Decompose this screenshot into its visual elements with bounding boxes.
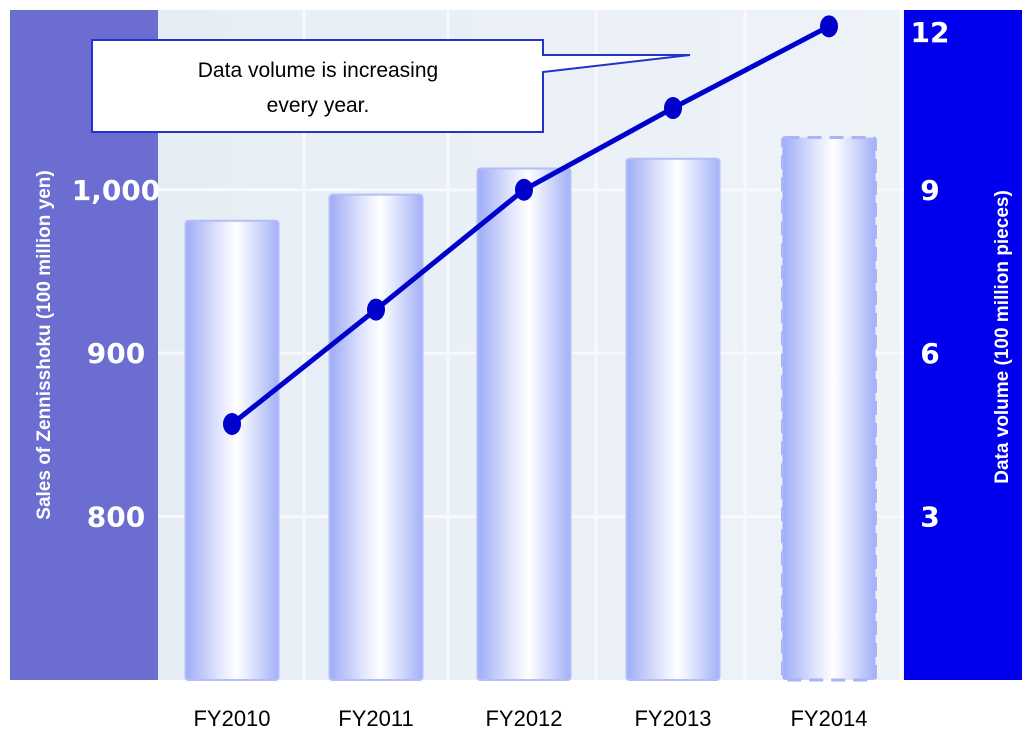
data-volume-point [515,178,533,201]
left-axis-ticks: 800 900 1,000 [72,174,161,534]
bar [625,157,721,681]
right-tick-label: 12 [911,16,950,49]
line-series [223,15,838,435]
right-axis-ticks: 3 6 9 12 [911,16,950,534]
left-tick-label: 800 [87,501,145,534]
data-volume-point [367,298,385,321]
callout-box [91,39,691,133]
x-axis-ticks: FY2010 FY2011 FY2012 FY2013 FY2014 [193,706,867,731]
right-axis-title: Data volume (100 million pieces) [992,190,1013,484]
x-tick-label: FY2010 [193,706,270,731]
data-volume-point [664,97,682,120]
right-tick-label: 9 [920,174,939,207]
bar-series [184,135,877,682]
left-axis-title: Sales of Zennisshoku (100 million yen) [34,170,55,519]
data-volume-point [223,412,241,435]
bar [328,193,424,681]
x-tick-label: FY2012 [485,706,562,731]
bar [476,167,572,681]
x-tick-label: FY2014 [790,706,867,731]
callout: Data volume is increasing every year. [91,39,691,133]
right-tick-label: 6 [920,337,939,370]
left-tick-label: 900 [87,337,145,370]
x-tick-label: FY2013 [634,706,711,731]
bar [184,219,280,681]
x-tick-label: FY2011 [338,706,413,731]
left-tick-label: 1,000 [72,174,161,207]
callout-text-line2: every year. [267,94,370,117]
bar [781,135,877,682]
data-volume-point [820,15,838,38]
callout-text-line1: Data volume is increasing [198,59,438,82]
right-tick-label: 3 [920,501,939,534]
right-axis-band [904,10,1022,680]
